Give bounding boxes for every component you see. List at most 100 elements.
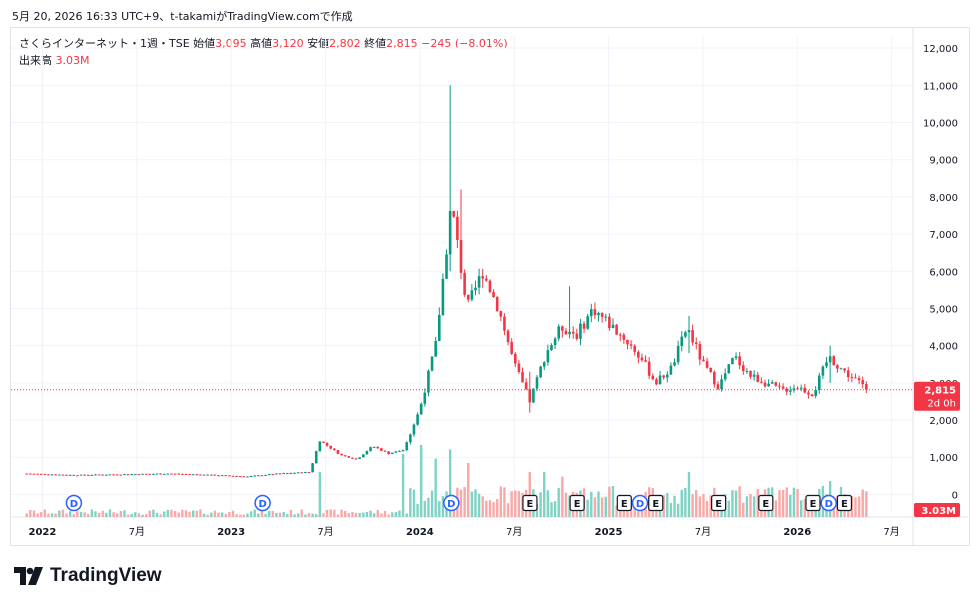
candle-body (658, 375, 662, 385)
earnings-marker (648, 494, 664, 512)
volume-bar (586, 499, 589, 517)
candle-body (586, 316, 589, 329)
volume-bar (430, 490, 434, 517)
volume-bar (709, 495, 712, 517)
volume-bar (217, 512, 220, 517)
candle-body (861, 380, 865, 385)
volume-bar (318, 472, 322, 517)
candle-body (528, 389, 532, 403)
candle-body (452, 211, 456, 217)
volume-bar (474, 489, 477, 517)
volume-bar (105, 512, 108, 517)
volume-bar (477, 493, 481, 517)
candle-body (615, 324, 618, 335)
volume-bar (387, 514, 390, 517)
volume-bar (134, 512, 137, 517)
candle-body (354, 458, 358, 460)
volume-bar (333, 509, 336, 517)
candle-body (828, 356, 832, 363)
volume-bar (409, 488, 412, 517)
dividend-marker-label: D (447, 499, 455, 510)
volume-bar (752, 496, 756, 517)
candle-body (865, 384, 868, 390)
candle-body (492, 292, 495, 298)
candle-body (799, 387, 803, 389)
candle-body (57, 474, 61, 476)
volume-bar (188, 511, 191, 517)
volume-bar (148, 510, 151, 517)
price-chart[interactable]: 01,0002,0003,0004,0005,0006,0007,0008,00… (0, 0, 980, 560)
candle-body (582, 323, 586, 329)
volume-bar (553, 501, 557, 517)
candle-body (398, 450, 401, 452)
legend-high-value: 3,120 (272, 37, 304, 50)
tradingview-logo[interactable]: TradingView (14, 565, 162, 587)
candle-body (300, 472, 304, 474)
candle-body (365, 451, 369, 455)
volume-bar (662, 495, 665, 517)
candle-body (825, 362, 828, 367)
candle-body (789, 390, 792, 392)
candle-body (611, 324, 615, 329)
volume-bar (354, 512, 358, 517)
legend-low-label: 安値 (307, 37, 330, 50)
volume-bar (79, 512, 83, 517)
candle-body (846, 370, 850, 378)
candle-body (358, 457, 361, 459)
volume-bar (470, 491, 474, 517)
volume-bar (463, 487, 466, 517)
candle-body (50, 474, 54, 476)
volume-bar (495, 499, 499, 517)
legend-close-label: 終値 (364, 37, 387, 50)
candle-body (470, 290, 474, 300)
earnings-marker-label: E (621, 499, 628, 510)
candle-body (220, 475, 224, 477)
volume-bar (492, 502, 495, 517)
volume-bar (666, 493, 669, 517)
candle-body (65, 474, 68, 476)
legend-symbol[interactable]: さくらインターネット・1週・TSE (19, 37, 190, 50)
candle-body (441, 278, 445, 315)
legend-change: −245 (−8.01%) (421, 37, 508, 50)
volume-bar (137, 513, 141, 517)
candle-body (669, 365, 673, 375)
volume-bar (372, 513, 376, 517)
volume-bar (416, 503, 419, 517)
volume-bar (803, 498, 807, 517)
candle-body (166, 473, 170, 475)
candle-body (665, 374, 669, 378)
candle-body (97, 474, 101, 476)
candle-body (278, 473, 282, 475)
candle-body (68, 474, 72, 476)
volume-bar (224, 513, 227, 517)
candle-body (144, 473, 148, 475)
x-tick-label: 2024 (406, 527, 434, 538)
candle-body (466, 294, 470, 300)
volume-bar (441, 496, 445, 517)
volume-bar (506, 503, 510, 517)
volume-bar (738, 486, 741, 517)
candle-body (173, 473, 177, 475)
dividend-marker (820, 494, 837, 512)
volume-bar (32, 510, 36, 517)
candle-body (412, 424, 416, 435)
candle-body (242, 476, 246, 478)
volume-label: 出来高 (19, 54, 52, 67)
volume-bar (687, 472, 691, 517)
candle-body (25, 473, 29, 475)
candle-body (275, 473, 278, 475)
volume-bar (695, 490, 698, 517)
candle-body (633, 345, 637, 352)
candle-body (181, 473, 184, 475)
volume-bar (427, 497, 430, 517)
candle-body (380, 448, 383, 451)
volume-bar (173, 511, 177, 517)
earnings-marker (522, 494, 538, 512)
candle-body (781, 386, 785, 389)
candle-body (372, 446, 376, 448)
candle-body (390, 452, 394, 455)
volume-bar (108, 509, 112, 517)
candle-body (206, 474, 209, 476)
earnings-marker (805, 494, 821, 512)
candle-body (459, 240, 463, 273)
